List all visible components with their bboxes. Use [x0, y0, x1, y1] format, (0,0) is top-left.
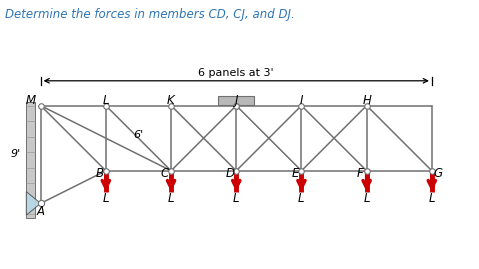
Text: L: L: [233, 192, 240, 205]
Text: Determine the forces in members CD, CJ, and DJ.: Determine the forces in members CD, CJ, …: [5, 8, 295, 21]
Text: M: M: [26, 94, 36, 107]
Text: E: E: [291, 167, 298, 180]
Text: L: L: [168, 192, 174, 205]
Polygon shape: [218, 97, 254, 105]
Polygon shape: [26, 192, 41, 215]
Text: J: J: [235, 94, 238, 107]
Text: L: L: [103, 94, 109, 107]
Text: L: L: [298, 192, 305, 205]
Text: D: D: [225, 167, 234, 180]
Text: 6 panels at 3': 6 panels at 3': [198, 68, 274, 78]
Text: A: A: [37, 205, 45, 218]
Text: 9': 9': [11, 150, 21, 160]
Text: 6': 6': [133, 130, 144, 140]
Text: I: I: [300, 94, 303, 107]
Text: L: L: [364, 192, 370, 205]
Text: L: L: [429, 192, 435, 205]
Text: B: B: [95, 167, 103, 180]
Text: F: F: [357, 167, 364, 180]
Text: C: C: [160, 167, 169, 180]
Text: H: H: [362, 94, 371, 107]
Text: G: G: [434, 167, 443, 180]
Text: L: L: [103, 192, 109, 205]
Text: K: K: [167, 94, 175, 107]
Polygon shape: [26, 102, 35, 218]
